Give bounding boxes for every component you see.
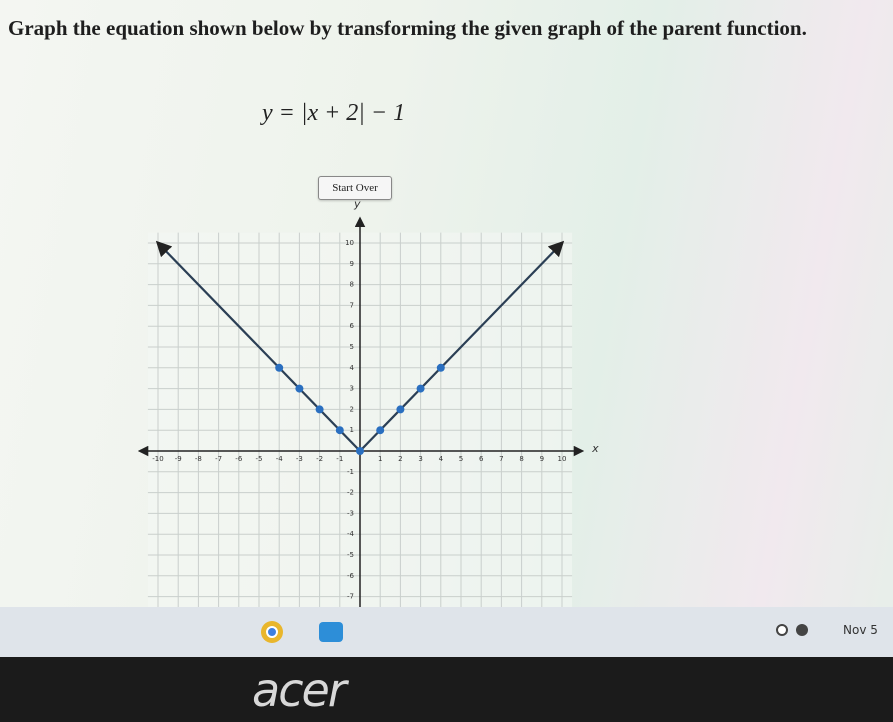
status-icon[interactable] (796, 624, 808, 636)
y-tick-label: -4 (347, 530, 355, 538)
x-tick-label: -10 (152, 455, 163, 463)
y-tick-label: 4 (350, 364, 355, 372)
x-tick-label: 8 (519, 455, 523, 463)
date: Nov 5 (843, 623, 878, 637)
y-tick-label: 9 (350, 260, 354, 268)
equation: y = |x + 2| − 1 (262, 100, 406, 126)
x-tick-label: 9 (540, 455, 544, 463)
y-tick-label: -5 (347, 551, 354, 559)
status-icon[interactable] (776, 624, 788, 636)
y-tick-label: -3 (347, 509, 354, 517)
point[interactable] (396, 405, 405, 414)
point[interactable] (416, 384, 425, 393)
x-tick-label: -4 (276, 455, 284, 463)
x-tick-label: -9 (175, 455, 182, 463)
y-tick-label: 3 (350, 385, 354, 393)
taskbar-icons (261, 621, 808, 643)
y-tick-label: -1 (347, 468, 354, 476)
x-tick-label: -8 (195, 455, 202, 463)
point[interactable] (315, 405, 324, 414)
x-tick-label: -2 (316, 455, 323, 463)
browser-icon-center (266, 626, 278, 638)
point[interactable] (356, 447, 364, 455)
x-tick-label: -5 (256, 455, 263, 463)
y-tick-label: 8 (350, 281, 354, 289)
y-tick-label: 1 (350, 426, 354, 434)
y-axis-label: y (353, 198, 361, 211)
x-tick-label: -7 (215, 455, 222, 463)
y-tick-label: 5 (350, 343, 354, 351)
x-tick-label: 3 (418, 455, 422, 463)
point[interactable] (275, 363, 284, 372)
question-text: Graph the equation shown below by transf… (8, 16, 807, 40)
taskbar: Nov 5 (0, 607, 893, 657)
x-axis-label: x (591, 442, 599, 455)
point[interactable] (376, 426, 385, 435)
y-tick-label: -7 (347, 593, 354, 601)
point[interactable] (335, 426, 344, 435)
x-tick-label: -6 (235, 455, 243, 463)
files-icon[interactable] (319, 622, 343, 642)
x-tick-label: 10 (558, 455, 567, 463)
y-tick-label: 6 (350, 322, 355, 330)
y-tick-label: -6 (347, 572, 355, 580)
x-tick-label: 2 (398, 455, 402, 463)
laptop-bezel: acer (0, 657, 893, 722)
brand-logo: acer (252, 663, 347, 717)
graph: -10-9-8-7-6-5-4-3-2-112345678910-8-7-6-5… (137, 198, 599, 607)
y-tick-label: 10 (345, 239, 354, 247)
x-tick-label: 5 (459, 455, 463, 463)
x-tick-label: 1 (378, 455, 382, 463)
x-tick-label: 6 (479, 455, 484, 463)
x-tick-label: 4 (439, 455, 444, 463)
y-tick-label: -2 (347, 489, 354, 497)
start-over-button[interactable]: Start Over (318, 176, 392, 200)
point[interactable] (295, 384, 304, 393)
x-tick-label: -3 (296, 455, 303, 463)
point[interactable] (436, 363, 445, 372)
y-tick-label: 2 (350, 405, 354, 413)
x-tick-label: 7 (499, 455, 503, 463)
y-tick-label: 7 (350, 301, 354, 309)
x-tick-label: -1 (336, 455, 343, 463)
